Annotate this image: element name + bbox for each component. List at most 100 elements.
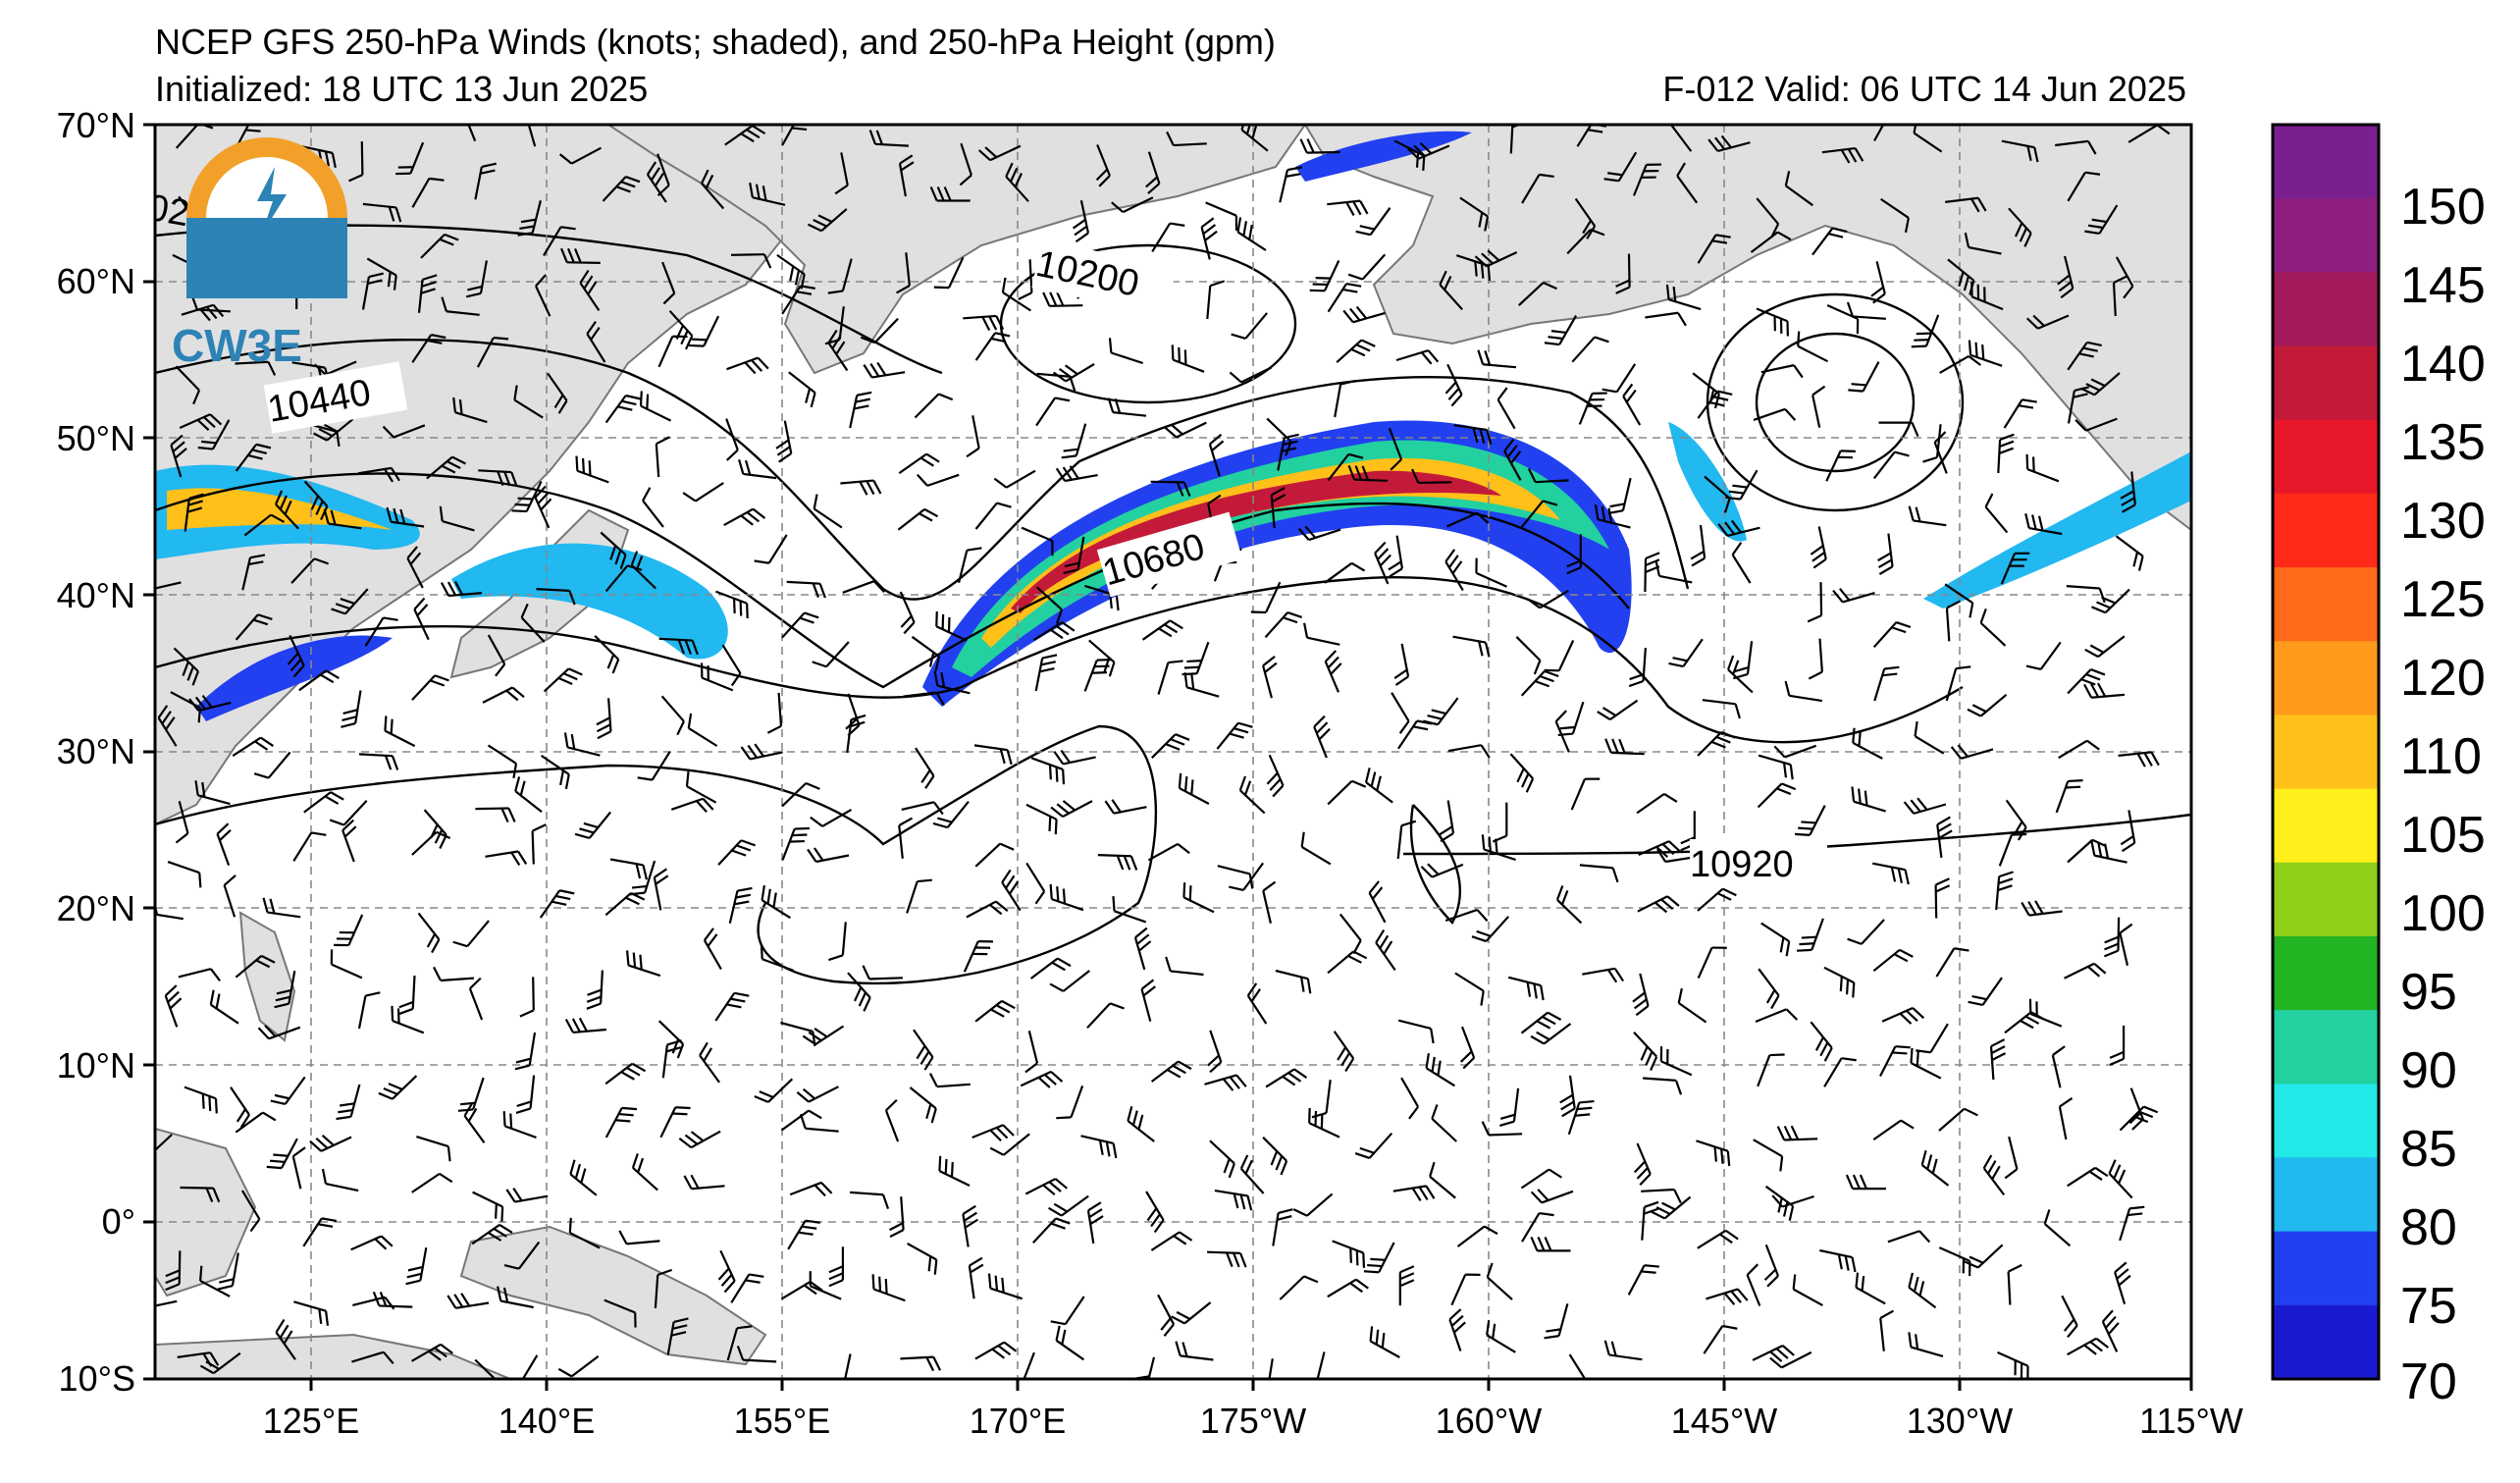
wind-barb xyxy=(1183,672,1220,698)
wind-barb xyxy=(2074,417,2118,432)
wind-barb xyxy=(1018,259,1033,300)
wind-barb xyxy=(1061,423,1087,459)
wind-barb xyxy=(1811,227,1848,256)
wind-barb xyxy=(524,125,537,147)
wind-barb xyxy=(1677,987,1707,1024)
wind-barb xyxy=(721,644,742,687)
wind-barb xyxy=(1503,438,1522,481)
wind-barb xyxy=(2112,275,2128,317)
wind-barb xyxy=(1755,1008,1799,1024)
wind-barb xyxy=(1072,199,1090,243)
wind-barb xyxy=(302,1217,338,1247)
wind-barb xyxy=(901,801,944,816)
wind-barb xyxy=(966,900,1009,919)
wind-barb xyxy=(1566,228,1605,255)
wind-barb xyxy=(659,1106,691,1139)
wind-barb xyxy=(1439,270,1463,311)
wind-barb xyxy=(1425,1053,1455,1087)
wind-barb xyxy=(1964,1244,2004,1269)
wind-barb xyxy=(962,1204,979,1247)
wind-barb xyxy=(2101,1309,2120,1352)
wind-barb xyxy=(827,258,853,294)
wind-barb xyxy=(1206,280,1226,320)
wind-barb xyxy=(1111,196,1154,214)
wind-barb xyxy=(1151,733,1190,759)
wind-barb xyxy=(1165,956,1204,977)
wind-barb xyxy=(842,580,885,594)
wind-barb xyxy=(1945,665,1971,702)
wind-barb xyxy=(1697,390,1733,419)
lon-label: 145°W xyxy=(1671,1401,1777,1441)
wind-barb xyxy=(661,261,676,305)
wind-barb xyxy=(2119,923,2133,967)
wind-barb xyxy=(602,175,641,202)
wind-barb xyxy=(1697,234,1731,264)
wind-barb xyxy=(2119,1105,2159,1132)
wind-barb xyxy=(1395,349,1440,365)
contour-line-7 xyxy=(1402,813,2191,856)
wind-barb xyxy=(1702,699,1741,719)
wind-barb xyxy=(575,455,609,484)
wind-barb xyxy=(1878,421,1919,438)
wind-barb xyxy=(1807,582,1823,623)
wind-barb xyxy=(1847,919,1885,945)
lon-label: 125°E xyxy=(263,1401,359,1441)
colorbar-label: 90 xyxy=(2400,1042,2457,1099)
wind-barb xyxy=(579,269,601,312)
wind-barb xyxy=(426,455,467,480)
wind-barb xyxy=(1676,162,1699,204)
wind-barb xyxy=(235,443,272,472)
wind-barb xyxy=(1477,349,1517,369)
wind-barb xyxy=(170,434,187,478)
wind-barb xyxy=(1030,757,1066,785)
wind-barb xyxy=(1311,1080,1332,1119)
colorbar-segment xyxy=(2273,788,2379,864)
wind-barb xyxy=(1439,800,1455,843)
wind-barb xyxy=(568,1217,601,1249)
wind-barb xyxy=(1448,1308,1466,1351)
wind-barb xyxy=(2080,372,2121,397)
wind-barb xyxy=(1753,1139,1784,1172)
wind-barb xyxy=(846,714,866,754)
wind-barb xyxy=(1758,754,1794,780)
wind-barb xyxy=(2108,1159,2133,1199)
wind-barb xyxy=(868,130,909,147)
wind-barb xyxy=(1872,620,1912,649)
wind-barb xyxy=(188,694,232,713)
wind-barb xyxy=(1050,800,1093,819)
wind-barb xyxy=(1031,1217,1071,1245)
lat-label: 0° xyxy=(102,1201,135,1242)
wind-barb xyxy=(321,1168,359,1192)
wind-barb xyxy=(351,1351,394,1365)
contour-line-3 xyxy=(155,472,1630,689)
wind-barb xyxy=(298,669,340,692)
wind-barb xyxy=(1406,141,1450,160)
wind-barb xyxy=(2021,900,2063,917)
wind-barb xyxy=(1887,1230,1931,1244)
colorbar-label: 70 xyxy=(2400,1353,2457,1410)
wind-barb xyxy=(1333,1031,1355,1073)
wind-barb xyxy=(1555,885,1583,925)
wind-barb xyxy=(1873,125,1892,142)
wind-barb xyxy=(933,670,971,695)
wind-barb xyxy=(1097,854,1138,871)
colorbar-ticks: 150 145 140 135 130 125 120 110 105 100 … xyxy=(2400,179,2486,1410)
wind-barb xyxy=(2003,398,2037,429)
wind-barb xyxy=(1645,311,1687,327)
wind-barb xyxy=(175,365,201,405)
wind-barb xyxy=(717,839,756,866)
wind-barb xyxy=(194,780,231,806)
wind-barb xyxy=(754,1078,794,1103)
wind-barb xyxy=(257,1025,301,1040)
wind-barb xyxy=(184,1086,218,1114)
wind-barb xyxy=(1166,131,1207,147)
wind-barb xyxy=(604,1062,647,1086)
colorbar-label: 85 xyxy=(2400,1121,2457,1178)
wind-barb xyxy=(485,850,528,867)
colorbar-border xyxy=(2271,123,2381,1381)
wind-barb xyxy=(1982,1154,2006,1196)
jet-east xyxy=(1923,451,2191,609)
wind-barb xyxy=(1055,1325,1085,1361)
wind-barb xyxy=(513,385,544,419)
wind-barb xyxy=(604,1298,637,1328)
